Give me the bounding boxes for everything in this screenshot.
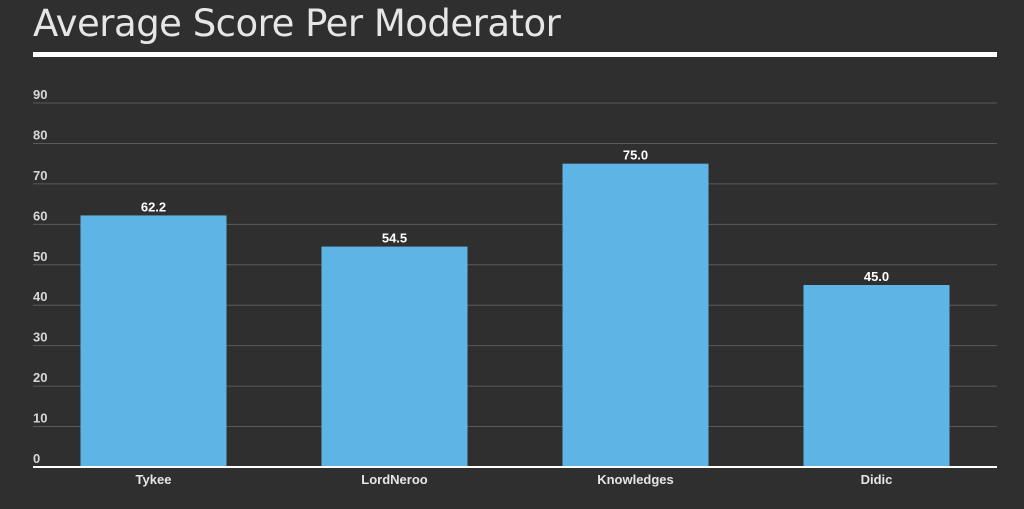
y-tick-label: 30 [33, 330, 47, 345]
x-tick-label: Knowledges [597, 472, 674, 487]
bar [321, 246, 468, 467]
bar [80, 215, 227, 467]
data-label: 75.0 [623, 148, 648, 163]
data-label: 45.0 [864, 269, 889, 284]
y-tick-label: 60 [33, 208, 47, 223]
y-tick-label: 10 [33, 411, 47, 426]
y-tick-label: 80 [33, 127, 47, 142]
x-tick-label: Tykee [136, 472, 172, 487]
bars [80, 163, 950, 467]
x-tick-label: Didic [861, 472, 893, 487]
x-tick-label: LordNeroo [361, 472, 428, 487]
data-label: 54.5 [382, 231, 407, 246]
bar [803, 285, 950, 467]
y-tick-label: 50 [33, 249, 47, 264]
chart-title: Average Score Per Moderator [33, 2, 561, 45]
y-tick-label: 20 [33, 370, 47, 385]
y-tick-label: 0 [33, 451, 40, 466]
y-tick-label: 40 [33, 289, 47, 304]
y-tick-label: 70 [33, 168, 47, 183]
data-label: 62.2 [141, 199, 166, 214]
title-underline [33, 52, 997, 57]
bar [562, 163, 709, 467]
labels: 0 10 20 30 40 50 60 70 80 90 62.2 Tykee 54.5 LordNero… [33, 87, 892, 487]
y-tick-label: 90 [33, 87, 47, 102]
